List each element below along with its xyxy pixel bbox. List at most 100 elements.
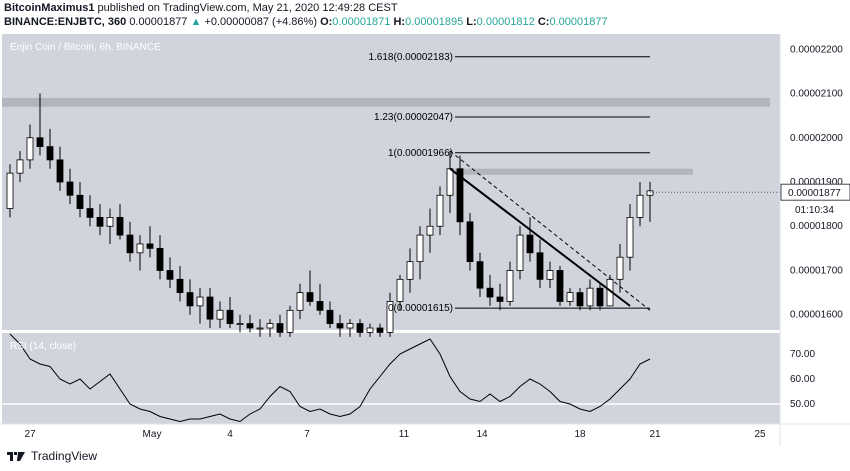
rsi-tick-label: 60.00 <box>790 374 815 385</box>
candle <box>336 314 344 337</box>
candle <box>226 297 234 328</box>
close-value: 0.00001877 <box>549 16 608 28</box>
svg-text:1(0.00001966): 1(0.00001966) <box>388 148 453 159</box>
candle <box>496 283 504 311</box>
candle <box>26 124 34 169</box>
candle <box>426 208 434 253</box>
candle <box>106 208 114 244</box>
dashed-trendline <box>449 150 651 311</box>
candle <box>296 283 304 320</box>
candle <box>316 283 324 315</box>
time-tick-label: 27 <box>24 429 36 440</box>
symbol-info: BINANCE:ENJBTC, 360 0.00001877 ▲ +0.0000… <box>4 16 608 28</box>
symbol-name: BINANCE:ENJBTC, 360 <box>4 16 127 28</box>
candle <box>646 182 654 222</box>
descending-trendline <box>449 167 631 307</box>
rsi-lines <box>2 333 780 423</box>
price-tick-label: 0.00002000 <box>790 133 843 144</box>
svg-text:0(0.00001615): 0(0.00001615) <box>388 303 453 314</box>
fib-levels: 1.618(0.00002183) 1.23(0.00002047) 1(0.000… <box>368 52 650 314</box>
up-arrow-icon: ▲ <box>190 16 202 28</box>
rsi-tick-label: 70.00 <box>790 349 815 360</box>
candle <box>16 151 24 182</box>
candle <box>126 221 134 262</box>
candle <box>586 279 594 311</box>
candle <box>476 252 484 298</box>
candle <box>176 266 184 302</box>
candle <box>436 186 444 236</box>
candle <box>506 261 514 306</box>
candle <box>66 168 74 205</box>
rsi-pane[interactable] <box>2 333 780 424</box>
close-label: C: <box>537 16 550 28</box>
candle <box>636 182 644 227</box>
chart-area[interactable]: 1.618(0.00002183) 1.23(0.00002047) 1(0.000… <box>0 34 850 446</box>
candle <box>266 319 274 337</box>
countdown-label: 01:10:34 <box>795 205 834 216</box>
fib-level: 1.618(0.00002183) <box>368 52 650 63</box>
candle <box>216 301 224 328</box>
candle <box>36 93 44 156</box>
candle <box>486 274 494 306</box>
open-label: O: <box>320 16 333 28</box>
svg-text:1.618(0.00002183): 1.618(0.00002183) <box>368 52 453 63</box>
candle <box>626 204 634 271</box>
high-label: H: <box>393 16 406 28</box>
current-price-box <box>780 183 850 201</box>
tradingview-watermark[interactable]: TradingView <box>6 449 97 463</box>
candle <box>276 314 284 337</box>
candle <box>156 235 164 280</box>
candle <box>136 235 144 271</box>
price-axis[interactable]: 0.00001600 0.00001700 0.00001800 0.00001900… <box>650 44 850 321</box>
resistance-zones <box>2 97 770 175</box>
candle <box>456 155 464 236</box>
published-text: published on TradingView.com, May 21, 20… <box>97 2 398 14</box>
candle <box>186 279 194 315</box>
price-tick-label: 0.00002200 <box>790 44 843 55</box>
candles <box>6 93 654 337</box>
candle <box>516 226 524 280</box>
resistance-zone <box>2 97 770 107</box>
candle <box>246 314 254 333</box>
candle <box>86 195 94 227</box>
time-tick-label: 25 <box>754 429 766 440</box>
candle <box>116 204 124 240</box>
candle <box>366 323 374 337</box>
candle <box>286 305 294 337</box>
open-value: 0.00001871 <box>332 16 391 28</box>
price-tick-label: 0.00001600 <box>790 310 843 321</box>
price-grid <box>2 49 780 315</box>
tradingview-logo-icon <box>7 452 25 461</box>
chart-title: Enjin Coin / Bitcoin, 6h, BINANCE <box>10 42 161 53</box>
fib-level: 1.23(0.00002047) <box>374 112 650 123</box>
candle <box>76 182 84 218</box>
candle <box>256 319 264 337</box>
candle <box>566 288 574 306</box>
fib-level: 1(0.00001966) <box>388 148 650 159</box>
price-tick-label: 0.00002100 <box>790 89 843 100</box>
candle <box>206 288 214 328</box>
fib-level: 0(0.00001615) <box>388 303 650 314</box>
candle <box>196 288 204 324</box>
publish-info: BitcoinMaximus1 published on TradingView… <box>4 2 398 14</box>
last-price: 0.00001877 <box>129 16 188 28</box>
candle <box>546 261 554 289</box>
candle <box>96 204 104 236</box>
high-value: 0.00001895 <box>405 16 464 28</box>
time-tick-label: May <box>143 429 162 440</box>
candle <box>526 217 534 262</box>
price-tick-label: 0.00001700 <box>790 265 843 276</box>
price-tick-label: 0.00001900 <box>790 177 843 188</box>
rsi-axis[interactable]: 70.00 60.00 50.00 <box>790 349 815 410</box>
candle <box>466 212 474 271</box>
candle <box>616 243 624 293</box>
publisher-name: BitcoinMaximus1 <box>4 2 95 14</box>
trendlines <box>449 150 651 311</box>
candle <box>396 274 404 311</box>
rsi-tick-label: 50.00 <box>790 399 815 410</box>
candle <box>416 226 424 280</box>
time-axis[interactable]: 27 May 4 7 11 14 18 21 25 <box>24 429 766 440</box>
time-tick-label: 14 <box>476 429 488 440</box>
candle <box>326 301 334 328</box>
rsi-title: RSI (14, close) <box>10 341 76 352</box>
